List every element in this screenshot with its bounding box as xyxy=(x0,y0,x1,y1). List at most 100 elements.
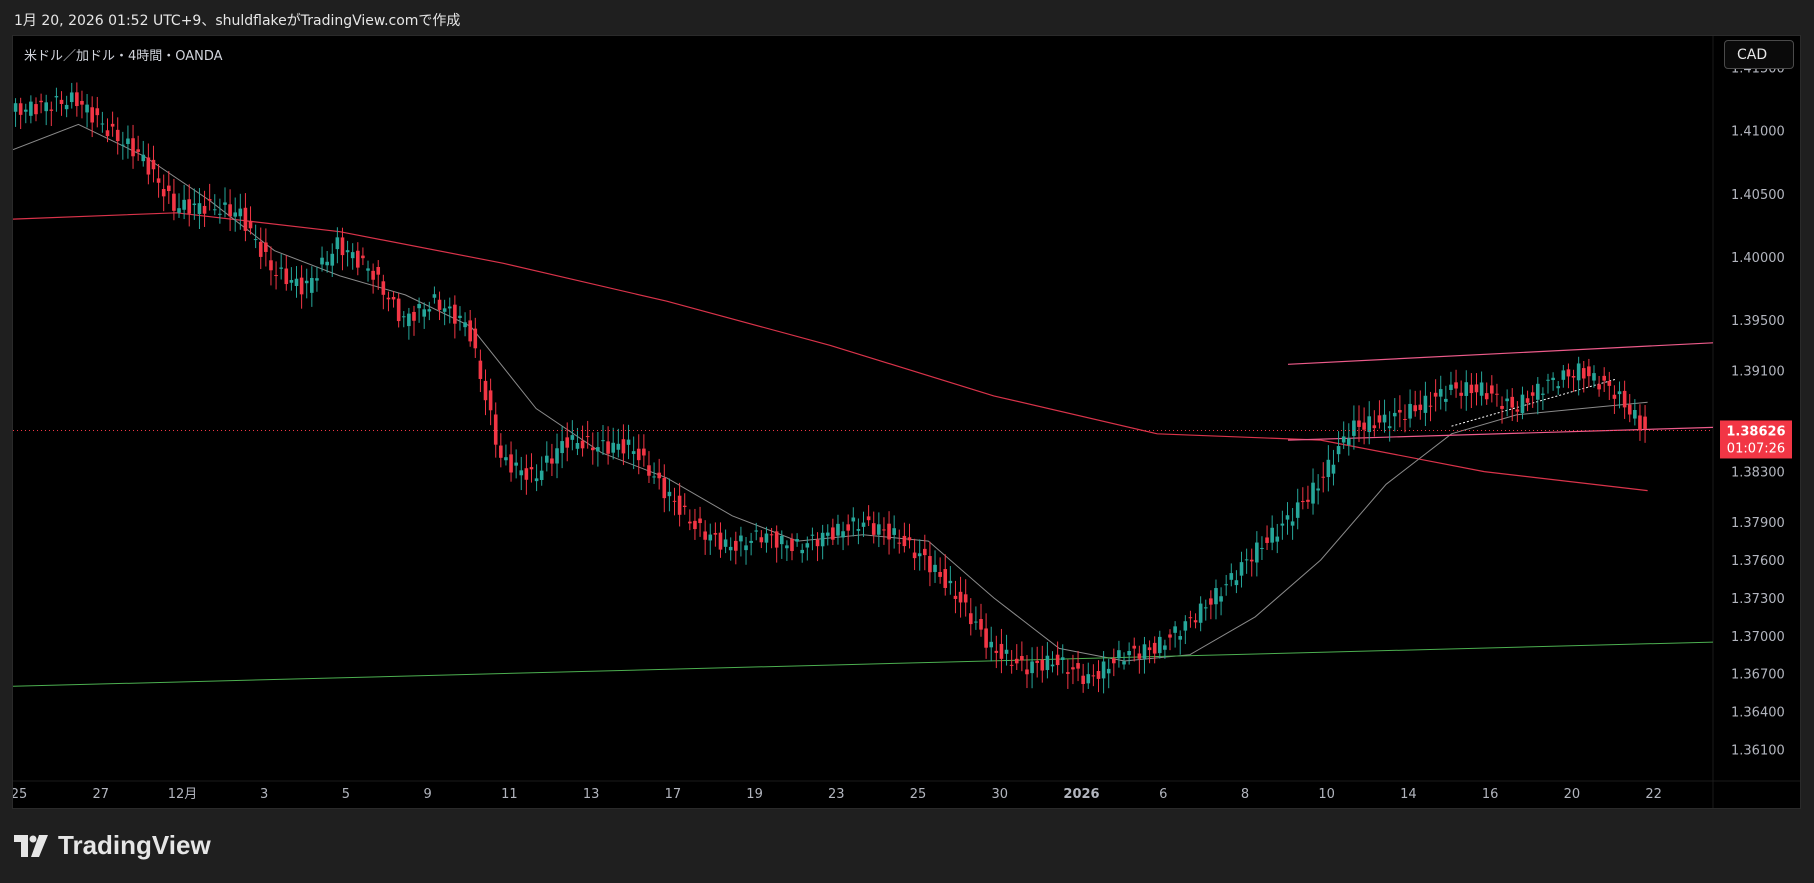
candle-body xyxy=(1469,384,1474,394)
candle-body xyxy=(795,539,799,542)
candle-body xyxy=(1392,412,1397,417)
price-chart[interactable]: 1.415001.410001.405001.400001.395001.391… xyxy=(13,36,1800,808)
time-tick-label: 6 xyxy=(1159,787,1167,802)
candle-body xyxy=(1311,482,1315,504)
time-tick-label: 11 xyxy=(501,787,518,802)
candle-body xyxy=(284,268,289,285)
inner-trendline xyxy=(1451,379,1616,427)
candle-body xyxy=(565,437,570,448)
candle-body xyxy=(202,205,207,214)
candle-body xyxy=(1183,621,1188,631)
candle-body xyxy=(121,144,125,146)
candle-body xyxy=(1484,393,1489,400)
candle-body xyxy=(999,643,1004,659)
currency-button[interactable]: CAD xyxy=(1724,40,1794,69)
candle-body xyxy=(1490,385,1494,394)
candle-body xyxy=(356,250,360,268)
candle-body xyxy=(698,518,702,524)
candle-body xyxy=(1449,384,1453,390)
candle-body xyxy=(412,311,416,321)
candle-body xyxy=(774,531,779,548)
candle-body xyxy=(1178,636,1183,640)
candle-body xyxy=(248,220,253,229)
candle-body xyxy=(1336,446,1341,455)
candle-body xyxy=(836,523,840,536)
candle-body xyxy=(473,328,478,349)
support-trendline xyxy=(13,641,1714,687)
candle-body xyxy=(44,102,49,112)
candle-body xyxy=(1617,391,1622,395)
candle-body xyxy=(1433,392,1438,397)
chart-panel[interactable]: 1.415001.410001.405001.400001.395001.391… xyxy=(12,35,1801,809)
candle-body xyxy=(1520,394,1525,414)
candle-body xyxy=(1219,596,1223,602)
candle-body xyxy=(95,108,100,116)
candle-body xyxy=(1290,521,1295,526)
candle-body xyxy=(514,462,518,466)
candle-body xyxy=(453,304,457,324)
candle-body xyxy=(136,149,140,152)
candle-body xyxy=(427,309,432,312)
time-tick-label: 22 xyxy=(1645,787,1662,802)
candle-body xyxy=(483,380,488,401)
candle-body xyxy=(100,123,105,125)
candle-body xyxy=(723,539,728,547)
candle-body xyxy=(85,104,89,113)
candle-body xyxy=(626,439,631,445)
candle-body xyxy=(545,455,549,463)
candle-body xyxy=(294,278,299,286)
candle-body xyxy=(197,203,202,215)
candle-body xyxy=(519,470,524,476)
candle-body xyxy=(432,294,437,298)
time-tick-label: 14 xyxy=(1400,787,1417,802)
candle-body xyxy=(279,267,283,269)
candle-body xyxy=(1362,422,1366,430)
candle-body xyxy=(126,138,130,144)
short-moving-average-line xyxy=(13,123,1648,662)
candle-body xyxy=(744,545,748,551)
candle-body xyxy=(642,448,646,456)
candle-body xyxy=(596,447,600,452)
candle-body xyxy=(34,104,38,115)
candle-body xyxy=(1556,386,1561,389)
channel-lower-line xyxy=(1287,426,1714,441)
candle-body xyxy=(228,204,232,217)
candle-body xyxy=(1454,382,1458,389)
candle-body xyxy=(856,529,861,531)
candle-body xyxy=(504,457,508,461)
candle-body xyxy=(350,252,355,259)
candle-body xyxy=(805,543,810,548)
candle-body xyxy=(866,516,871,521)
candle-body xyxy=(218,213,222,215)
candle-body xyxy=(1163,645,1167,650)
candle-body xyxy=(948,580,953,584)
candle-body xyxy=(23,109,28,112)
candle-body xyxy=(1260,547,1264,549)
time-tick-label: 25 xyxy=(13,787,27,802)
candle-body xyxy=(315,278,319,281)
candle-body xyxy=(1525,398,1530,403)
candle-body xyxy=(667,491,672,497)
candle-body xyxy=(1137,653,1142,659)
candle-body xyxy=(1387,426,1392,429)
candle-body xyxy=(1188,617,1193,619)
candle-body xyxy=(524,468,529,480)
candle-body xyxy=(979,619,983,630)
candle-body xyxy=(616,443,621,450)
candle-body xyxy=(1541,393,1545,395)
candle-body xyxy=(887,523,891,540)
candle-body xyxy=(166,185,171,192)
price-tick-label: 1.41000 xyxy=(1731,125,1785,140)
time-tick-label: 5 xyxy=(342,787,350,802)
candle-body xyxy=(1530,392,1535,396)
time-tick-label: 23 xyxy=(828,787,845,802)
candle-body xyxy=(1633,409,1637,419)
tradingview-logo[interactable]: TradingView xyxy=(14,830,211,861)
candle-body xyxy=(1255,542,1259,563)
candle-body xyxy=(499,445,503,458)
candle-body xyxy=(182,199,186,210)
candle-body xyxy=(1576,363,1581,381)
candle-body xyxy=(151,159,156,170)
time-tick-label: 16 xyxy=(1482,787,1499,802)
candle-body xyxy=(1234,580,1239,586)
